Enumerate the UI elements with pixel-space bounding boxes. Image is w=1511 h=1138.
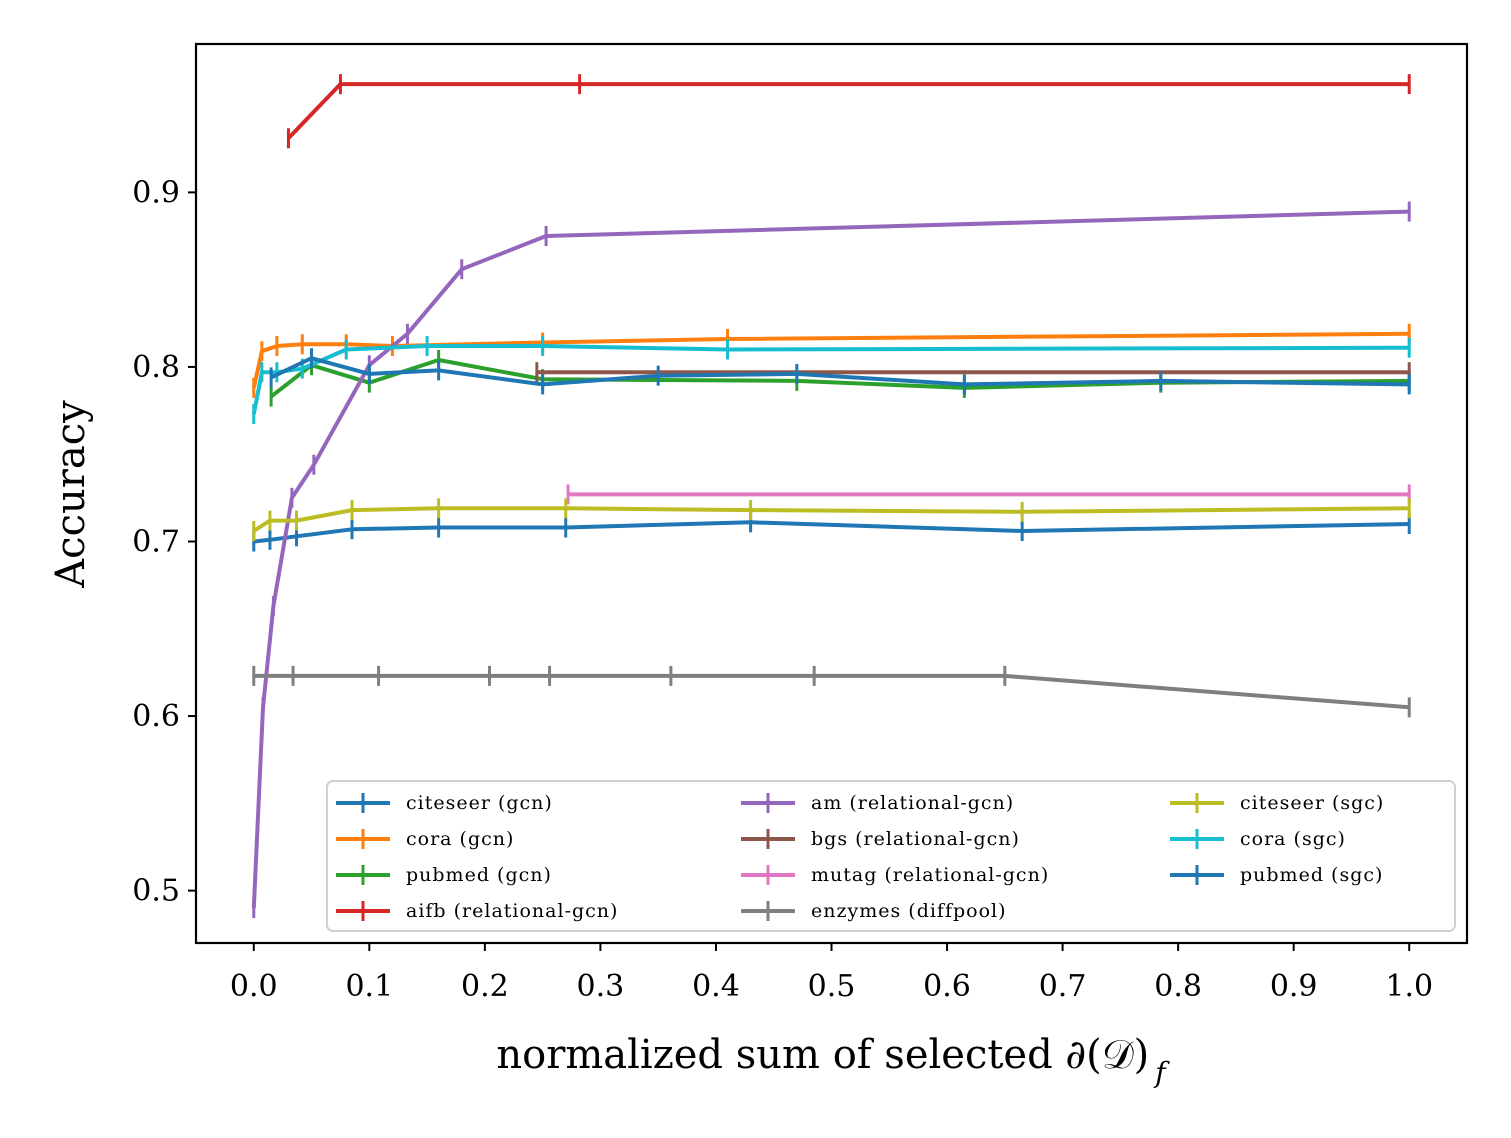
series-0 (252, 512, 1411, 552)
x-tick-label: 0.0 (230, 969, 278, 1004)
series-line (251, 209, 1410, 909)
legend-entry: aifb (relational-gcn) (336, 900, 618, 922)
y-tick-label: 0.6 (132, 699, 180, 734)
legend-label: cora (gcn) (406, 828, 514, 850)
series-4 (251, 201, 1411, 919)
legend-label: cora (sgc) (1240, 828, 1346, 850)
x-axis-label-main: normalized sum of selected ∂(𝒟) (496, 1032, 1149, 1078)
legend-entry: pubmed (gcn) (336, 864, 552, 886)
legend-label: bgs (relational-gcn) (811, 828, 1020, 850)
y-tick-label: 0.9 (132, 175, 180, 210)
y-tick-label: 0.7 (132, 525, 180, 560)
legend-entry: citeseer (sgc) (1170, 792, 1384, 814)
legend: citeseer (gcn) cora (gcn) pubmed (gcn) aifb… (326, 780, 1456, 932)
x-tick-label: 0.2 (461, 969, 509, 1004)
legend-entry: mutag (relational-gcn) (741, 864, 1049, 886)
x-tick-label: 0.9 (1270, 969, 1318, 1004)
legend-entry: cora (gcn) (336, 828, 514, 850)
legend-label: am (relational-gcn) (811, 792, 1014, 814)
series-3 (286, 74, 1411, 149)
y-tick-label: 0.5 (132, 874, 180, 909)
legend-entry: pubmed (sgc) (1170, 864, 1383, 886)
legend-label: enzymes (diffpool) (811, 900, 1007, 922)
legend-label: citeseer (sgc) (1240, 792, 1384, 814)
legend-label: pubmed (gcn) (406, 864, 552, 886)
x-tick-label: 1.0 (1385, 969, 1433, 1004)
series-7 (252, 665, 1411, 718)
x-tick-label: 0.1 (345, 969, 393, 1004)
legend-label: citeseer (gcn) (406, 792, 553, 814)
legend-entry: am (relational-gcn) (741, 792, 1014, 814)
legend-entry: citeseer (gcn) (336, 792, 553, 814)
legend-label: aifb (relational-gcn) (406, 900, 618, 922)
series-10 (269, 348, 1411, 395)
x-tick-label: 0.4 (692, 969, 740, 1004)
legend-entry: enzymes (diffpool) (741, 900, 1007, 922)
x-tick-label: 0.8 (1154, 969, 1202, 1004)
legend-label: mutag (relational-gcn) (811, 864, 1049, 886)
x-tick-label: 0.7 (1039, 969, 1087, 1004)
series-line (286, 82, 1410, 140)
x-tick-label: 0.6 (923, 969, 971, 1004)
y-axis-label: Accuracy (48, 400, 94, 589)
legend-entry: bgs (relational-gcn) (741, 828, 1020, 850)
series-line (270, 356, 1410, 387)
legend-box (326, 780, 1456, 932)
y-tick-label: 0.8 (132, 350, 180, 385)
axes-layer: 0.0 0.1 0.2 0.3 0.4 0.5 0.6 0.7 0.8 0.9 1.0 0.5 0.6 0… (132, 42, 1469, 1004)
x-axis-label: normalized sum of selected ∂(𝒟) f (496, 1032, 1170, 1089)
series-layer (251, 74, 1411, 919)
series-8 (252, 498, 1411, 542)
x-tick-label: 0.3 (577, 969, 625, 1004)
legend-label: pubmed (sgc) (1240, 864, 1383, 886)
series-9 (251, 335, 1411, 425)
legend-entry: cora (sgc) (1170, 828, 1346, 850)
x-tick-label: 0.5 (808, 969, 856, 1004)
